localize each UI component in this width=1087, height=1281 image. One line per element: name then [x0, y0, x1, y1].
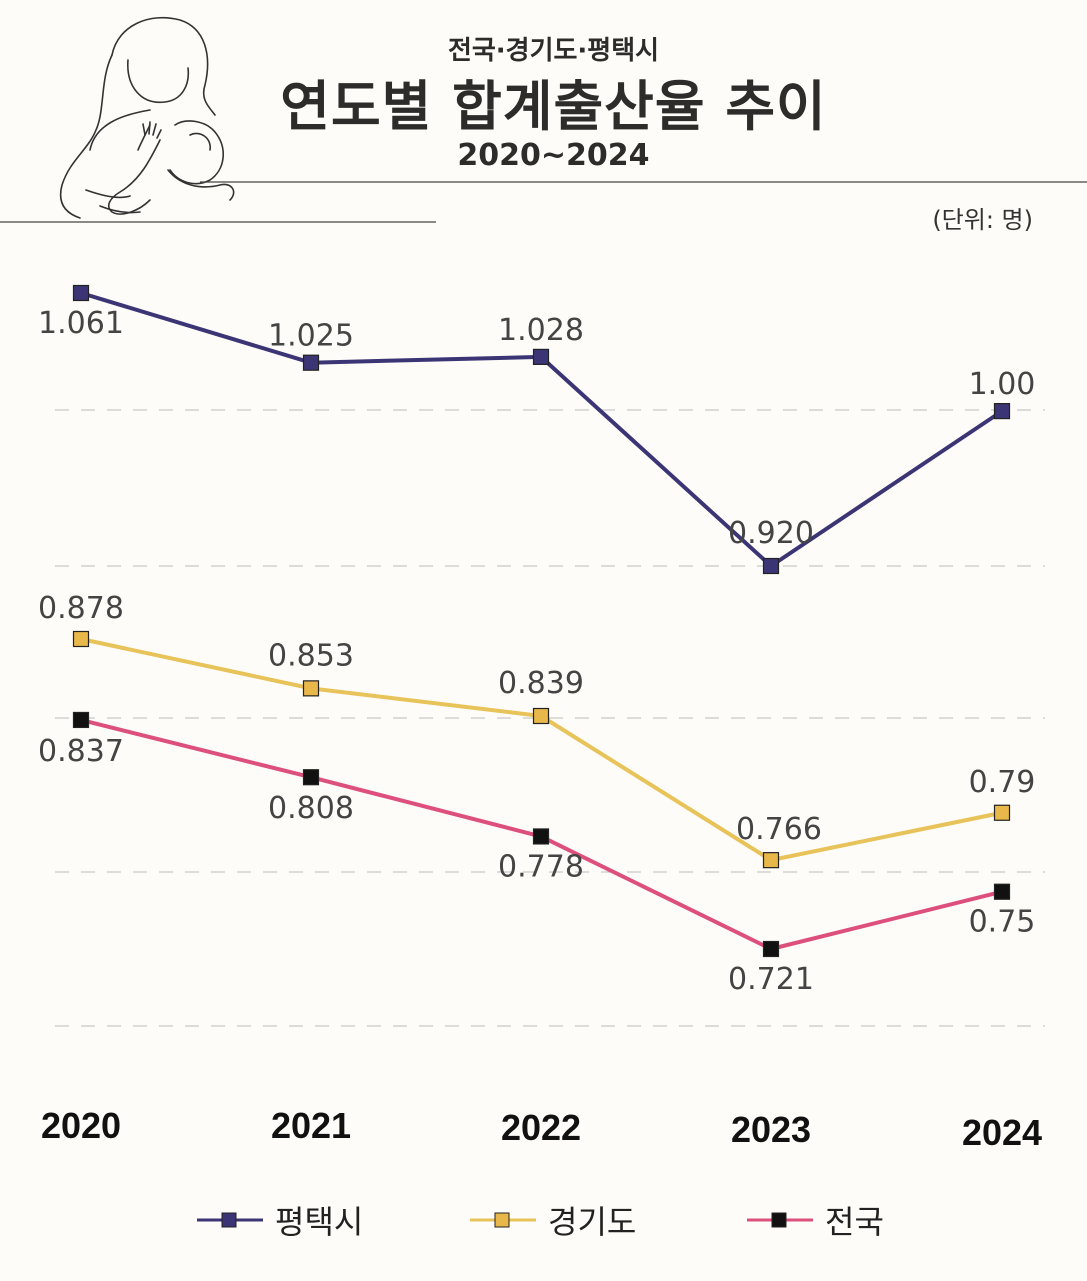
chart-period: 2020~2024	[457, 138, 650, 173]
data-point-1-0	[72, 630, 90, 648]
legend-label-gyeonggi: 경기도	[548, 1203, 637, 1241]
data-label-1-1: 0.853	[268, 638, 354, 673]
data-label-2-3: 0.721	[728, 962, 814, 997]
data-labels: 1.061 1.025 1.028 0.920 1.00 0.878 0.853 0.839 0…	[38, 306, 1035, 997]
data-point-2-4	[993, 883, 1011, 900]
legend-swatch-gyeonggi	[470, 1212, 536, 1228]
chart-title: 연도별 합계출산율 추이	[280, 75, 827, 138]
legend-item-gyeonggi: 경기도	[468, 1195, 636, 1245]
legend-label-pyeongtaek: 평택시	[275, 1203, 364, 1241]
data-label-1-4: 0.79	[969, 765, 1036, 800]
x-axis: 2020 2021 2022 2023 2024	[41, 1105, 1042, 1153]
data-point-2-2	[532, 828, 550, 845]
data-label-0-4: 1.00	[969, 367, 1036, 402]
unit-label: (단위: 명)	[932, 206, 1033, 234]
x-tick-label-2024: 2024	[962, 1112, 1042, 1153]
data-point-0-4	[993, 403, 1011, 420]
data-point-1-1	[302, 680, 320, 697]
data-point-1-2	[532, 707, 550, 725]
x-tick-label-2020: 2020	[41, 1105, 121, 1146]
legend-swatch-national	[747, 1212, 813, 1228]
legend-item-national: 전국	[745, 1195, 884, 1245]
legend-item-pyeongtaek: 평택시	[195, 1195, 363, 1245]
x-tick-label-2023: 2023	[731, 1109, 811, 1150]
data-label-1-0: 0.878	[38, 591, 124, 626]
data-point-2-0	[72, 711, 90, 729]
data-label-2-1: 0.808	[268, 791, 354, 826]
data-point-0-1	[302, 354, 320, 371]
data-point-1-3	[762, 852, 780, 869]
mother-baby-illustration	[0, 16, 1087, 223]
legend: 평택시 경기도 전국	[0, 1195, 1087, 1245]
series-markers	[72, 284, 1011, 958]
data-label-0-0: 1.061	[38, 306, 124, 341]
legend-swatch-pyeongtaek	[197, 1212, 263, 1228]
data-point-2-1	[302, 769, 320, 786]
x-tick-label-2021: 2021	[271, 1105, 351, 1146]
grid-lines	[55, 409, 1045, 1027]
legend-label-national: 전국	[825, 1203, 884, 1241]
data-label-2-0: 0.837	[38, 734, 124, 769]
data-point-1-4	[993, 804, 1011, 821]
data-label-2-4: 0.75	[969, 905, 1036, 940]
data-label-1-2: 0.839	[498, 666, 584, 701]
data-label-0-2: 1.028	[498, 313, 584, 348]
data-point-0-2	[532, 348, 550, 365]
data-point-2-3	[762, 940, 780, 958]
data-label-0-1: 1.025	[268, 319, 354, 354]
data-label-2-2: 0.778	[498, 849, 584, 884]
data-label-1-3: 0.766	[736, 812, 822, 847]
data-label-0-3: 0.920	[728, 516, 814, 551]
data-point-0-3	[762, 557, 780, 575]
chart-subtitle: 전국·경기도·평택시	[447, 36, 660, 66]
data-point-0-0	[72, 284, 90, 302]
x-tick-label-2022: 2022	[501, 1107, 581, 1148]
